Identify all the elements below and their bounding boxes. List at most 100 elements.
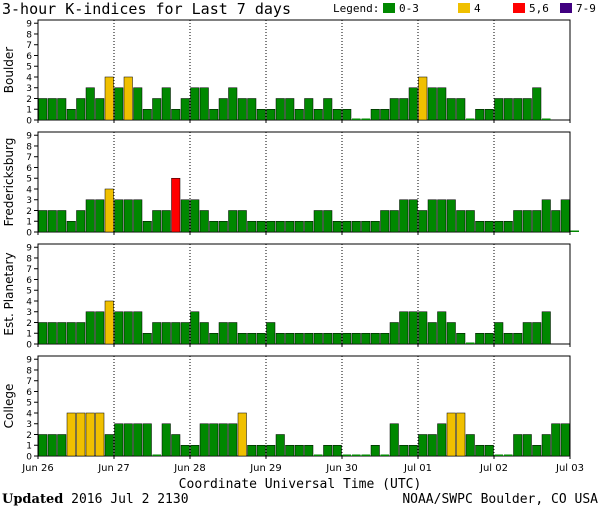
k-bar xyxy=(352,118,361,120)
k-bar xyxy=(133,311,143,345)
k-bar xyxy=(199,423,209,457)
k-bar xyxy=(399,311,409,345)
k-bar xyxy=(133,199,143,233)
y-tick-label: 5 xyxy=(26,287,32,297)
k-bar xyxy=(380,108,390,121)
k-bar xyxy=(504,454,513,456)
k-bar xyxy=(266,108,276,121)
k-bar xyxy=(57,210,67,233)
k-bar xyxy=(38,98,48,121)
k-bar xyxy=(361,220,371,233)
k-bar xyxy=(123,76,133,121)
y-tick-label: 6 xyxy=(26,276,32,286)
k-bar xyxy=(484,220,494,233)
k-bar xyxy=(95,98,105,121)
k-bar xyxy=(522,322,532,345)
k-bar xyxy=(522,210,532,233)
k-bar xyxy=(57,322,67,345)
k-bar xyxy=(47,434,57,457)
k-bar xyxy=(494,98,504,121)
k-bar xyxy=(389,210,399,233)
k-bar xyxy=(304,98,314,121)
k-bar xyxy=(370,220,380,233)
k-bar xyxy=(171,108,181,121)
k-bar xyxy=(95,412,105,457)
k-bar xyxy=(427,87,437,121)
y-tick-label: 7 xyxy=(26,265,32,275)
legend-label: Legend: xyxy=(333,2,380,15)
k-bar xyxy=(285,220,295,233)
y-tick-label: 8 xyxy=(26,254,32,264)
k-bar xyxy=(361,332,371,345)
k-bar xyxy=(294,444,304,457)
k-bar xyxy=(256,108,266,121)
k-bar xyxy=(380,454,389,456)
y-tick-label: 0 xyxy=(26,229,32,239)
k-bar xyxy=(389,322,399,345)
k-bar xyxy=(484,108,494,121)
k-bar xyxy=(351,220,361,233)
k-bar xyxy=(190,199,200,233)
legend-item-5-6: 5,6 xyxy=(513,2,549,15)
x-tick-label: Jun 30 xyxy=(325,463,358,474)
k-bar xyxy=(551,423,561,457)
k-bar xyxy=(266,220,276,233)
k-bar xyxy=(237,412,247,457)
k-bar xyxy=(475,108,485,121)
k-bar xyxy=(228,210,238,233)
k-bar xyxy=(275,434,285,457)
y-tick-label: 4 xyxy=(26,185,32,195)
k-bar xyxy=(133,423,143,457)
k-bar xyxy=(437,199,447,233)
k-bar xyxy=(161,210,171,233)
k-bar xyxy=(551,210,561,233)
y-tick-label: 5 xyxy=(26,175,32,185)
k-bar xyxy=(370,108,380,121)
k-bar xyxy=(342,220,352,233)
k-bar xyxy=(104,188,114,233)
x-tick-label: Jul 02 xyxy=(479,463,508,474)
k-bar xyxy=(123,311,133,345)
y-tick-label: 7 xyxy=(26,377,32,387)
k-bar xyxy=(161,322,171,345)
k-bar xyxy=(171,322,181,345)
k-bar xyxy=(437,423,447,457)
legend-item-7-9: 7-9 xyxy=(560,2,596,15)
k-bar xyxy=(294,332,304,345)
k-bar xyxy=(142,220,152,233)
k-bar xyxy=(513,210,523,233)
legend-item-4: 4 xyxy=(458,2,481,15)
k-bar xyxy=(456,412,466,457)
k-bar xyxy=(323,210,333,233)
k-bar xyxy=(171,177,181,233)
k-bar xyxy=(180,322,190,345)
y-axis-label: Boulder xyxy=(2,47,16,94)
updated-timestamp: Updated 2016 Jul 2 2130 xyxy=(2,492,189,507)
x-tick-label: Jul 03 xyxy=(555,463,584,474)
k-bar xyxy=(389,423,399,457)
k-bar xyxy=(142,332,152,345)
k-bar xyxy=(76,322,86,345)
k-bar xyxy=(408,444,418,457)
y-axis-label: Fredericksburg xyxy=(2,138,16,227)
k-bar xyxy=(38,210,48,233)
k-bar xyxy=(437,311,447,345)
k-bar xyxy=(466,342,475,344)
k-bar xyxy=(456,98,466,121)
k-bar xyxy=(275,332,285,345)
y-tick-label: 4 xyxy=(26,409,32,419)
k-bar xyxy=(408,311,418,345)
k-bar xyxy=(484,332,494,345)
k-bar xyxy=(161,423,171,457)
k-bar xyxy=(427,322,437,345)
legend-swatch xyxy=(383,3,395,13)
k-bar xyxy=(352,454,361,456)
k-bar xyxy=(57,434,67,457)
y-tick-label: 3 xyxy=(26,308,32,318)
k-bar xyxy=(123,423,133,457)
k-bar xyxy=(237,332,247,345)
x-tick-label: Jun 26 xyxy=(21,463,54,474)
k-bar xyxy=(399,98,409,121)
k-bar xyxy=(475,220,485,233)
k-bar xyxy=(256,444,266,457)
